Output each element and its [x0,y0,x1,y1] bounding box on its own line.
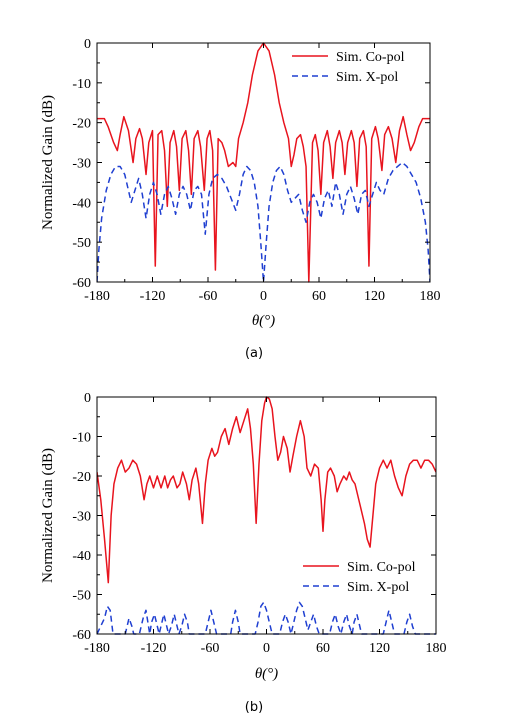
x-axis-title: θ(°) [255,666,278,682]
y-axis-title: Normalized Gain (dB) [40,95,56,230]
chart-caption-a: (a) [245,346,263,361]
y-tick-label: -10 [72,77,91,92]
y-axis-title: Normalized Gain (dB) [40,448,56,583]
chart-a: -180 -120 -60 0 60 120 180 0 -10 -20 -30 -40 -50 -60 θ… [40,37,441,361]
y-tick-label: -50 [72,236,91,251]
y-tick-label: -30 [72,157,91,172]
y-tick-label: -50 [72,589,91,604]
y-tick-label: 0 [84,391,91,406]
x-tick-label: 180 [420,289,441,304]
x-tick-label: -180 [84,641,110,656]
y-tick-label: -20 [72,117,91,132]
y-tick-label: -60 [72,276,91,291]
x-tick-label: 120 [369,641,390,656]
legend-label-co-pol: Sim. Co-pol [347,560,416,575]
x-tick-label: 120 [364,289,385,304]
series-line-x-pol [97,601,436,635]
x-tick-label: -60 [201,641,220,656]
x-tick-label: 60 [312,289,326,304]
y-tick-label: -10 [72,431,91,446]
y-tick-label: -20 [72,470,91,485]
plot-frame-b [96,396,437,635]
legend-label-co-pol: Sim. Co-pol [336,50,405,65]
x-tick-label: -60 [199,289,218,304]
chart-b: -180 -120 -60 0 60 120 180 0 -10 -20 -30 -40 -50 -60 θ… [40,391,447,715]
series-line-co-pol [97,42,430,283]
legend-label-x-pol: Sim. X-pol [336,70,398,85]
x-tick-label: 0 [263,641,270,656]
series-line-co-pol [97,396,436,584]
series-line-x-pol [97,161,430,283]
x-axis-title: θ(°) [252,313,275,329]
legend-label-x-pol: Sim. X-pol [347,580,409,595]
y-tick-label: -60 [72,628,91,643]
x-tick-label: 0 [260,289,267,304]
x-tick-label: -180 [84,289,110,304]
x-tick-label: -120 [141,641,167,656]
x-tick-label: 60 [316,641,330,656]
x-tick-label: -120 [140,289,166,304]
y-tick-label: -40 [72,549,91,564]
y-tick-label: -40 [72,196,91,211]
y-tick-label: -30 [72,510,91,525]
chart-caption-b: (b) [245,700,263,715]
y-tick-label: 0 [84,37,91,52]
x-tick-label: 180 [426,641,447,656]
